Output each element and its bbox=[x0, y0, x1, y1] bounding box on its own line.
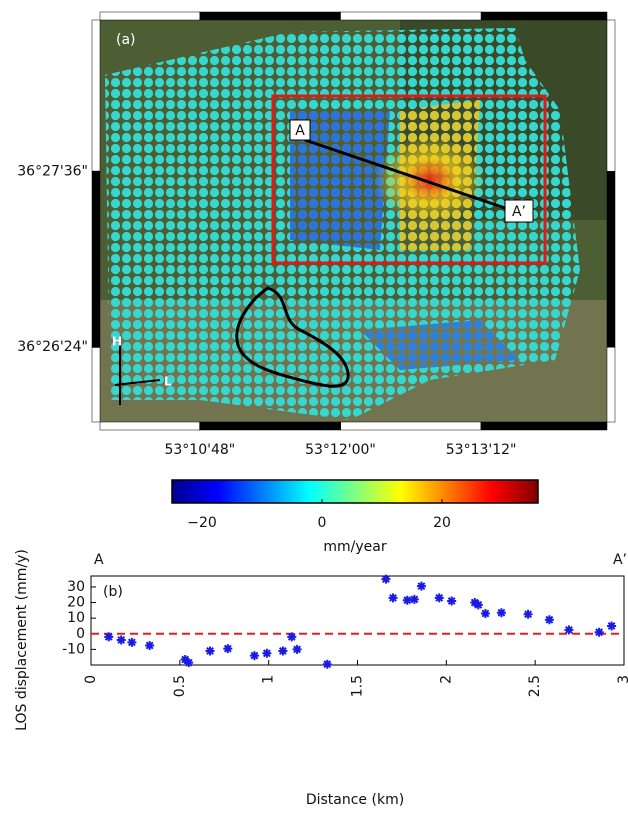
map-border bbox=[481, 12, 607, 20]
point bbox=[223, 644, 232, 653]
y-tick-label: 36°26'24" bbox=[17, 339, 88, 355]
point bbox=[117, 636, 126, 645]
map-border bbox=[340, 422, 481, 430]
point bbox=[127, 638, 136, 647]
y-tick-label: 30 bbox=[67, 579, 85, 595]
y-tick-label: 10 bbox=[67, 610, 85, 626]
point bbox=[410, 595, 419, 604]
point bbox=[417, 582, 426, 591]
point-label: A’ bbox=[512, 204, 526, 220]
end-label: A’ bbox=[613, 552, 627, 568]
map-border bbox=[100, 422, 200, 430]
point bbox=[564, 625, 573, 634]
point bbox=[184, 658, 193, 667]
point bbox=[595, 628, 604, 637]
point bbox=[104, 632, 113, 641]
map-border bbox=[607, 347, 615, 422]
map-border bbox=[92, 20, 100, 171]
point bbox=[474, 600, 483, 609]
map-border bbox=[481, 422, 607, 430]
point bbox=[607, 621, 616, 630]
colorbar-tick-label: 0 bbox=[318, 515, 327, 531]
point bbox=[389, 593, 398, 602]
y-tick-label: 36°27'36" bbox=[17, 163, 88, 179]
x-tick-label: 3 bbox=[616, 675, 628, 684]
x-axis-label: Distance (km) bbox=[306, 792, 404, 808]
map-border bbox=[200, 422, 341, 430]
point bbox=[381, 575, 390, 584]
y-tick-label: -10 bbox=[62, 641, 85, 657]
direction-label: H bbox=[112, 335, 122, 349]
y-axis-label: LOS displacement (mm/y) bbox=[14, 549, 30, 731]
colorbar-tick-label: −20 bbox=[187, 515, 217, 531]
colorbar-tick-label: 20 bbox=[433, 515, 451, 531]
point bbox=[545, 615, 554, 624]
point bbox=[524, 610, 533, 619]
point bbox=[435, 593, 444, 602]
point bbox=[250, 651, 259, 660]
x-tick-label: 0.5 bbox=[172, 675, 188, 697]
map-border bbox=[607, 171, 615, 347]
x-tick-label: 53°13'12" bbox=[446, 442, 517, 458]
y-tick-label: 20 bbox=[67, 595, 85, 611]
y-tick-label: 0 bbox=[76, 626, 85, 642]
figure: 53°10'48" 53°12'00" 53°13'12" 36°26'24" 36°2… bbox=[0, 0, 628, 811]
map-border bbox=[92, 171, 100, 347]
colorbar-label: mm/year bbox=[323, 539, 386, 555]
x-tick-label: 2 bbox=[438, 675, 454, 684]
colorbar bbox=[172, 480, 538, 503]
x-tick-label: 53°10'48" bbox=[164, 442, 235, 458]
point bbox=[278, 646, 287, 655]
point bbox=[323, 660, 332, 669]
panel-label: (b) bbox=[103, 584, 123, 600]
point bbox=[206, 646, 215, 655]
point bbox=[497, 608, 506, 617]
point bbox=[481, 609, 490, 618]
x-tick-label: 0 bbox=[83, 675, 99, 684]
map-border bbox=[200, 12, 341, 20]
x-tick-label: 53°12'00" bbox=[305, 442, 376, 458]
point bbox=[145, 641, 154, 650]
x-tick-label: 1.5 bbox=[350, 675, 366, 697]
point bbox=[287, 632, 296, 641]
point bbox=[447, 596, 456, 605]
map-border bbox=[607, 20, 615, 171]
map-image bbox=[100, 20, 607, 422]
x-tick-label: 1 bbox=[261, 675, 277, 684]
point-label: A bbox=[295, 123, 305, 139]
point bbox=[262, 649, 271, 658]
end-label: A bbox=[94, 552, 104, 568]
point bbox=[293, 645, 302, 654]
plot-frame bbox=[91, 576, 624, 665]
panel-label: (a) bbox=[116, 32, 136, 48]
x-tick-label: 2.5 bbox=[527, 675, 543, 697]
map-border bbox=[100, 12, 200, 20]
map-border bbox=[340, 12, 481, 20]
direction-label: L bbox=[164, 375, 172, 389]
map-border bbox=[92, 347, 100, 422]
